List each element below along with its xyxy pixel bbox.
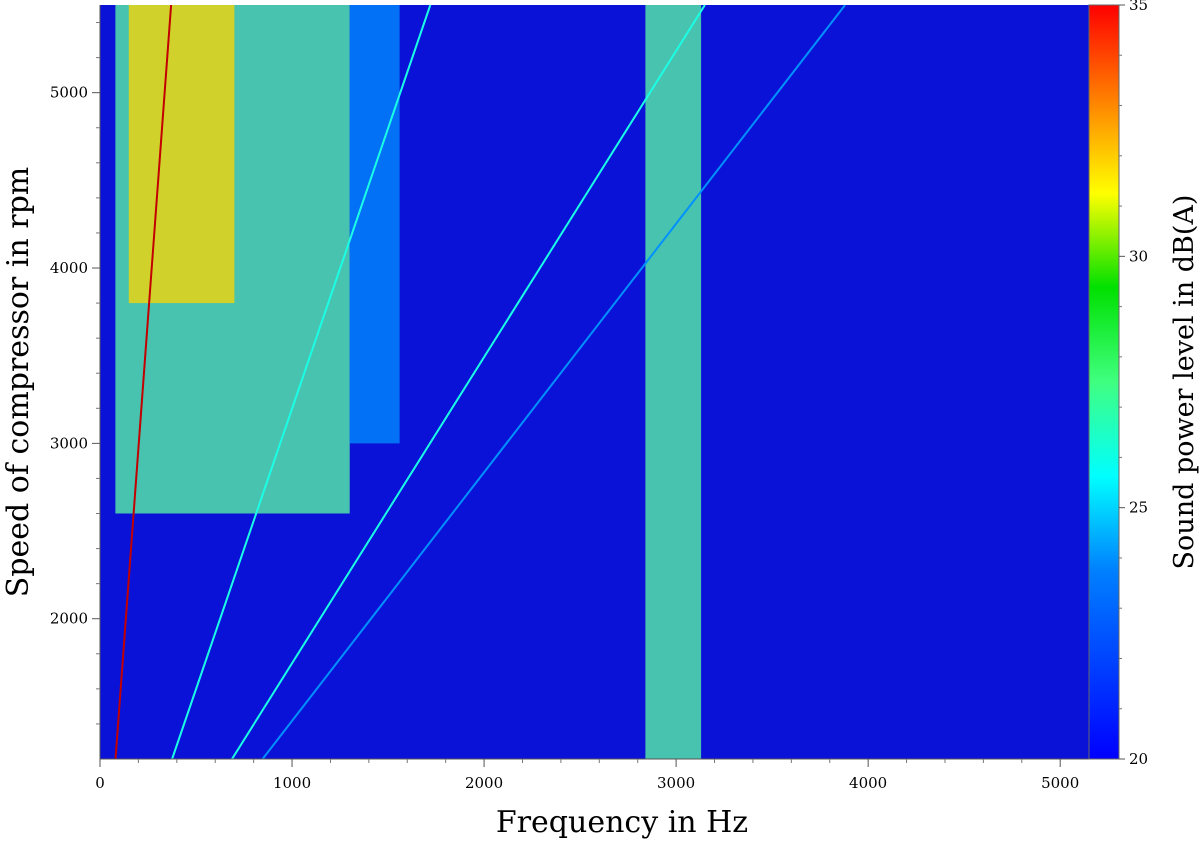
y-tick-label: 4000 bbox=[50, 259, 88, 277]
order-line-0 bbox=[114, 5, 173, 759]
colorbar-ticks: 20 25 30 35 bbox=[1119, 0, 1148, 768]
x-tick-label: 3000 bbox=[657, 774, 695, 792]
colorbar-tick-label: 30 bbox=[1129, 247, 1148, 265]
broadband-region-1 bbox=[128, 5, 235, 304]
colorbar-frame bbox=[1088, 4, 1120, 760]
order-line-2 bbox=[231, 5, 706, 759]
order-lines bbox=[114, 5, 846, 759]
y-tick-label: 3000 bbox=[50, 434, 88, 452]
x-ticks: 0 1000 2000 3000 4000 5000 bbox=[95, 759, 1079, 792]
broadband-region-3 bbox=[645, 5, 702, 759]
y-axis-title: Speed of compressor in rpm bbox=[1, 167, 36, 598]
y-ticks: 2000 3000 4000 5000 bbox=[50, 22, 100, 725]
order-line-1 bbox=[171, 5, 432, 759]
x-tick-label: 5000 bbox=[1041, 774, 1079, 792]
x-tick-label: 4000 bbox=[849, 774, 887, 792]
y-axis: 2000 3000 4000 5000 bbox=[50, 5, 101, 759]
y-tick-label: 2000 bbox=[50, 610, 88, 628]
broadband-region-2 bbox=[349, 5, 400, 444]
x-tick-label: 1000 bbox=[273, 774, 311, 792]
colorbar: 20 25 30 35 Sound power level in dB(A) bbox=[1088, 0, 1200, 768]
order-line-3 bbox=[261, 5, 846, 759]
colorbar-tick-label: 35 bbox=[1129, 0, 1148, 14]
heatmap-cells bbox=[115, 5, 702, 759]
colorbar-tick-label: 20 bbox=[1129, 750, 1148, 768]
colorbar-title: Sound power level in dB(A) bbox=[1169, 195, 1200, 570]
plot-area bbox=[100, 5, 1089, 759]
x-tick-label: 2000 bbox=[465, 774, 503, 792]
colorbar-gradient bbox=[1089, 5, 1119, 759]
x-axis: 0 1000 2000 3000 4000 5000 bbox=[95, 758, 1089, 792]
x-tick-label: 0 bbox=[95, 774, 105, 792]
y-tick-label: 5000 bbox=[50, 84, 88, 102]
colorbar-tick-label: 25 bbox=[1129, 499, 1148, 517]
x-axis-title: Frequency in Hz bbox=[496, 805, 748, 840]
